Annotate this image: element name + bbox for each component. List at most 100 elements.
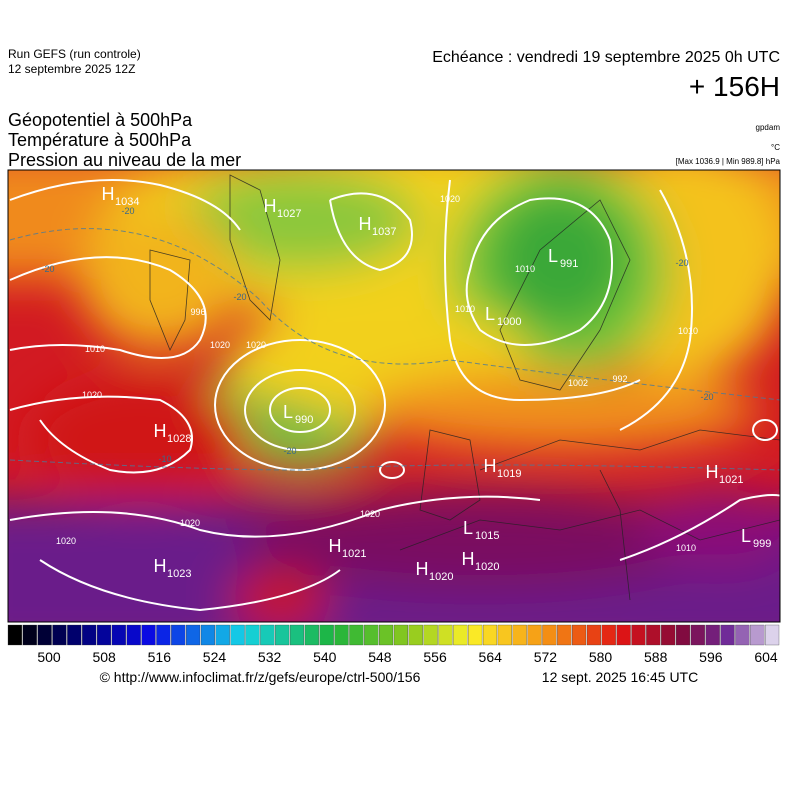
colorbar-swatch	[646, 624, 661, 646]
colorbar-swatch	[37, 624, 52, 646]
isobar-label: 992	[612, 374, 627, 384]
center-value: 1015	[475, 530, 499, 542]
colorbar-label: 532	[258, 649, 282, 665]
colorbar-swatch	[319, 624, 334, 646]
title: Géopotentiel à 500hPa	[8, 110, 193, 130]
isobar-label: 1010	[678, 326, 698, 336]
colorbar-swatch	[557, 624, 572, 646]
colorbar-swatch	[675, 624, 691, 646]
center-letter: L	[485, 304, 495, 324]
colorbar-swatch	[586, 624, 601, 646]
colorbar-swatch	[364, 624, 379, 646]
colorbar-swatch	[468, 624, 483, 646]
isobar-label: 1010	[515, 264, 535, 274]
colorbar-swatch	[705, 624, 720, 646]
center-letter: L	[741, 526, 751, 546]
center-letter: H	[706, 462, 719, 482]
center-value: 1019	[497, 468, 521, 480]
colorbar-swatch	[304, 624, 319, 646]
colorbar-swatch	[156, 624, 171, 646]
center-value: 1021	[719, 474, 743, 486]
colorbar-label: 604	[754, 649, 778, 665]
colorbar-swatch	[735, 624, 750, 646]
colorbar-swatch	[171, 624, 186, 646]
center-letter: H	[329, 536, 342, 556]
colorbar-swatch	[720, 624, 735, 646]
forecast: Echéance : vendredi 19 septembre 2025 0h…	[432, 49, 780, 66]
center-value: 999	[753, 538, 771, 550]
colorbar-swatch	[7, 624, 22, 646]
colorbar-label: 524	[203, 649, 227, 665]
colorbar-swatch	[601, 624, 616, 646]
center-value: 1028	[167, 433, 191, 445]
colorbar-label: 548	[368, 649, 392, 665]
isobar-label: 1010	[676, 543, 696, 553]
center-value: 1020	[475, 561, 499, 573]
center-letter: H	[462, 549, 475, 569]
colorbar-swatch	[349, 624, 364, 646]
colorbar-swatch	[22, 624, 37, 646]
colorbar-swatch	[423, 624, 438, 646]
colorbar-swatch	[275, 624, 290, 646]
run: Run GEFS (run controle)	[8, 47, 141, 61]
center-letter: H	[359, 214, 372, 234]
colorbar-swatch	[661, 624, 676, 646]
center-letter: H	[154, 421, 167, 441]
colorbar-swatch	[379, 624, 394, 646]
colorbar-swatch	[438, 624, 453, 646]
colorbar-swatch	[67, 624, 82, 646]
temperature-label: -20	[283, 446, 296, 456]
colorbar-swatch	[453, 624, 468, 646]
colorbar-swatch	[393, 624, 408, 646]
colorbar-label: 516	[148, 649, 172, 665]
colorbar-swatch	[497, 624, 512, 646]
title: Pression au niveau de la mer	[8, 150, 241, 170]
colorbar-swatch	[334, 624, 349, 646]
colorbar-label: 588	[644, 649, 668, 665]
colorbar-swatch	[631, 624, 646, 646]
isobar-label: 1010	[85, 344, 105, 354]
colorbar-label: 564	[479, 649, 503, 665]
center-letter: H	[416, 559, 429, 579]
colorbar-label: 556	[423, 649, 447, 665]
colorbar-swatch	[126, 624, 141, 646]
temperature-label: -20	[675, 258, 688, 268]
colorbar-swatch	[690, 624, 705, 646]
colorbar-swatch	[482, 624, 498, 646]
isobar-label: 1020	[180, 518, 200, 528]
center-value: 1037	[372, 226, 396, 238]
colorbar-swatch	[572, 624, 587, 646]
colorbar-swatch	[96, 624, 112, 646]
center-letter: L	[463, 518, 473, 538]
colorbar-swatch	[52, 624, 67, 646]
center-value: 1021	[342, 548, 366, 560]
colorbar-label: 580	[589, 649, 613, 665]
colorbar-label: 596	[699, 649, 723, 665]
colorbar-swatch	[408, 624, 423, 646]
isobar-label: 1020	[82, 390, 102, 400]
map-frame	[7, 169, 781, 623]
temperature-label: -20	[41, 264, 54, 274]
unit: gpdam	[756, 123, 781, 132]
colorbar-swatch	[186, 624, 201, 646]
temperature-label: -10	[158, 454, 171, 464]
colorbar-swatch	[527, 624, 542, 646]
colorbar-label: 540	[313, 649, 337, 665]
issued: 12 sept. 2025 16:45 UTC	[542, 669, 698, 685]
run-date: 12 septembre 2025 12Z	[8, 62, 135, 76]
colorbar-swatch	[245, 624, 260, 646]
isobar-label: 1002	[568, 378, 588, 388]
temperature-label: -20	[700, 392, 713, 402]
center-value: 990	[295, 414, 313, 426]
colorbar-swatch	[750, 624, 765, 646]
center-letter: H	[484, 456, 497, 476]
colorbar-label: 500	[37, 649, 61, 665]
center-letter: H	[154, 556, 167, 576]
center-value: 1000	[497, 316, 521, 328]
center-value: 991	[560, 258, 578, 270]
unit: [Max 1036.9 | Min 989.8] hPa	[676, 157, 781, 166]
center-letter: L	[548, 246, 558, 266]
center-value: 1034	[115, 196, 139, 208]
